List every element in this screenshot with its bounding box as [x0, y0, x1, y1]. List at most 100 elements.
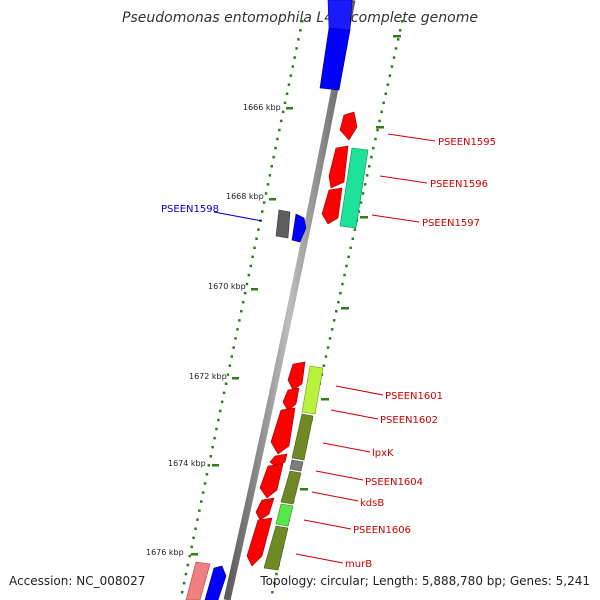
scale-dot — [378, 119, 381, 123]
scale-dot — [211, 445, 214, 449]
gene-pseen1598[interactable] — [291, 213, 307, 243]
scale-label-1676: 1676 kbp — [146, 548, 184, 557]
cog-box-pseen1606 — [275, 503, 294, 527]
scale-dot — [382, 101, 385, 105]
cog-box-pseen1604 — [289, 459, 304, 472]
scale-dot — [222, 391, 226, 395]
genome-summary-text: Topology: circular; Length: 5,888,780 bp… — [260, 574, 590, 588]
scale-dot — [270, 165, 273, 168]
gene-pseen1595[interactable] — [339, 111, 358, 141]
gene-pseen1606[interactable] — [255, 497, 275, 521]
scale-dot — [243, 291, 247, 295]
scale-dot — [268, 174, 272, 177]
gene-labels: PSEEN1595 PSEEN1596 PSEEN1597 PSEEN1598 … — [161, 137, 496, 570]
leader-pseen1601 — [335, 385, 384, 396]
scale-dot — [297, 38, 300, 41]
scale-dot — [388, 74, 392, 77]
scale-dot — [386, 83, 390, 86]
cog-box-kdsb — [280, 470, 302, 505]
cog-box-murb — [263, 525, 289, 571]
label-kdsb[interactable]: kdsB — [360, 498, 384, 509]
scale-tick-1668 — [269, 198, 276, 201]
scale-dot — [339, 291, 342, 295]
scale-dot — [184, 572, 188, 576]
scale-dot — [190, 545, 193, 549]
scale-dot — [194, 527, 197, 530]
label-murb[interactable]: murB — [345, 559, 372, 570]
gene-pseen1601[interactable] — [287, 361, 306, 391]
scale-dot — [236, 328, 239, 331]
scale-dot — [345, 264, 348, 268]
scale-dot — [285, 92, 289, 95]
gene-lpxk[interactable] — [270, 407, 296, 455]
scale-label-1672: 1672 kbp — [189, 372, 227, 381]
leader-pseen1595 — [387, 133, 436, 142]
scale-dot — [192, 536, 195, 540]
scale-dot — [324, 355, 328, 358]
scale-dot — [357, 210, 361, 213]
scale-dot — [219, 409, 222, 413]
gene-bottom-blue[interactable] — [204, 565, 227, 600]
gene-top-blue[interactable] — [319, 27, 351, 91]
scale-dot — [226, 373, 230, 376]
scale-dot — [353, 228, 357, 231]
scale-dot — [289, 74, 293, 77]
scale-dot — [247, 273, 251, 277]
gene-pseen1602[interactable] — [282, 387, 300, 412]
scale-dot — [234, 337, 237, 340]
cog-box-pseen1601-1602 — [301, 365, 324, 415]
scale-label-1670: 1670 kbp — [208, 282, 246, 291]
scale-dot — [253, 246, 256, 250]
gene-top-blue-upper[interactable] — [327, 0, 353, 31]
gene-kdsb[interactable] — [259, 463, 284, 499]
scale-labels: 1666 kbp 1668 kbp 1670 kbp 1672 kbp 1674… — [146, 103, 281, 557]
leader-pseen1604 — [315, 470, 364, 481]
label-pseen1597[interactable]: PSEEN1597 — [422, 218, 480, 229]
scale-dot — [228, 364, 232, 367]
scale-label-1668: 1668 kbp — [226, 192, 264, 201]
scale-dot — [264, 192, 268, 195]
scale-dot — [295, 47, 298, 50]
scale-dot — [349, 246, 352, 250]
scale-label-1674: 1674 kbp — [168, 459, 206, 468]
leader-pseen1598 — [213, 211, 263, 222]
leader-kdsb — [311, 491, 359, 502]
scale-dot — [363, 183, 367, 186]
scale-dot — [384, 92, 387, 95]
gene-inner-gray — [275, 209, 291, 239]
cog-category-boxes — [263, 147, 369, 571]
scale-dot — [262, 201, 266, 204]
gene-murb[interactable] — [246, 517, 273, 567]
scale-dot — [372, 146, 375, 150]
scale-dot — [241, 300, 245, 304]
label-pseen1606[interactable]: PSEEN1606 — [353, 525, 411, 536]
leader-pseen1602 — [330, 409, 379, 420]
scale-dot — [326, 346, 330, 349]
scale-dot — [232, 346, 235, 349]
gene-pseen1596[interactable] — [328, 145, 349, 189]
scale-dot — [301, 20, 304, 23]
scale-dot — [283, 101, 287, 105]
label-pseen1604[interactable]: PSEEN1604 — [365, 477, 423, 488]
scale-dot — [332, 319, 336, 322]
scale-dot — [392, 56, 396, 59]
scale-dot — [398, 29, 402, 32]
scale-dot — [335, 310, 338, 313]
scale-dot — [278, 128, 281, 132]
label-pseen1595[interactable]: PSEEN1595 — [438, 137, 496, 148]
scale-dot — [273, 581, 276, 585]
label-pseen1602[interactable]: PSEEN1602 — [380, 415, 438, 426]
gene-pseen1597[interactable] — [321, 187, 343, 225]
label-lpxk[interactable]: lpxK — [372, 448, 394, 459]
label-pseen1601[interactable]: PSEEN1601 — [385, 391, 443, 402]
scale-dot — [272, 155, 275, 159]
scale-tick-1672 — [232, 377, 239, 380]
reverse-strand-genes — [185, 0, 353, 600]
scale-dot — [328, 337, 332, 340]
scale-dot — [347, 255, 350, 259]
label-pseen1596[interactable]: PSEEN1596 — [430, 179, 488, 190]
scale-dot — [322, 364, 326, 367]
label-pseen1598[interactable]: PSEEN1598 — [161, 204, 219, 215]
scale-dot — [337, 300, 340, 304]
